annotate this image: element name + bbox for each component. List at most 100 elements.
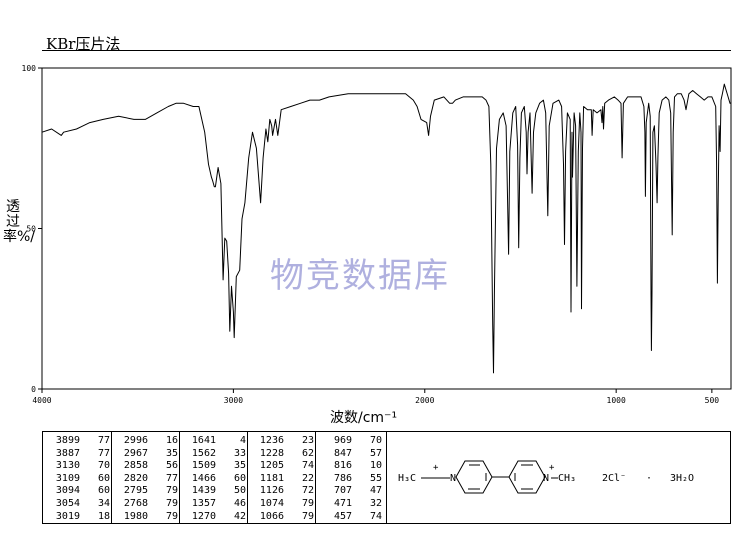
peak-row: 2795 79 — [114, 485, 178, 498]
peak-transmittance: 72 — [301, 485, 314, 497]
method-label: KBr压片法 — [46, 35, 121, 53]
peak-wavenumber: 3109 — [55, 472, 80, 484]
peak-row: 1466 60 — [182, 473, 246, 486]
peak-row: 816 10 — [318, 460, 382, 473]
x-tick-label-2000: 2000 — [415, 396, 434, 405]
peak-wavenumber: 3887 — [55, 447, 80, 459]
header-rule — [42, 50, 731, 51]
peak-wavenumber: 457 — [333, 510, 352, 522]
peak-transmittance: 35 — [233, 460, 246, 472]
peak-transmittance: 77 — [97, 447, 110, 459]
peak-transmittance: 79 — [165, 497, 178, 509]
peak-row: 1562 33 — [182, 448, 246, 461]
peak-column: 2996 16 2967 35 2858 56 2820 77 2795 79 2768 79 1980… — [114, 435, 178, 523]
peak-column: 1641 4 1562 33 1509 35 1466 60 1439 50 1357 46 1270 4… — [182, 435, 246, 523]
peak-wavenumber: 816 — [333, 460, 352, 472]
peak-row: 1074 79 — [250, 498, 314, 511]
peak-wavenumber: 1181 — [259, 472, 284, 484]
x-axis-label: 波数/cm⁻¹ — [330, 410, 398, 426]
peak-transmittance: 32 — [369, 497, 382, 509]
peak-row: 3109 60 — [46, 473, 110, 486]
peak-wavenumber: 1509 — [191, 460, 216, 472]
peak-wavenumber: 2768 — [123, 497, 148, 509]
peak-transmittance: 55 — [369, 472, 382, 484]
spectrum-line-0 — [41, 83, 731, 374]
peak-transmittance: 77 — [97, 435, 110, 446]
peak-row: 969 70 — [318, 435, 382, 448]
peak-transmittance: 16 — [165, 435, 178, 446]
y-tick-label-100: 100 — [22, 64, 37, 73]
column-divider — [315, 432, 316, 523]
peak-row: 1357 46 — [182, 498, 246, 511]
hydrate: 3H₂O — [670, 473, 694, 484]
x-tick-label-3000: 3000 — [224, 396, 243, 405]
column-divider — [179, 432, 180, 523]
peak-wavenumber: 1466 — [191, 472, 216, 484]
peak-wavenumber: 847 — [333, 447, 352, 459]
right-charge: + — [549, 463, 555, 473]
peak-transmittance: 47 — [369, 485, 382, 497]
peak-transmittance: 34 — [97, 497, 110, 509]
peak-row: 2820 77 — [114, 473, 178, 486]
peak-row: 1641 4 — [182, 435, 246, 448]
peak-row: 3054 34 — [46, 498, 110, 511]
hydrate-separator: · — [646, 473, 652, 484]
peak-row: 1205 74 — [250, 460, 314, 473]
peak-row: 707 47 — [318, 485, 382, 498]
peak-transmittance: 23 — [301, 435, 314, 446]
peak-row: 1181 22 — [250, 473, 314, 486]
peak-transmittance: 79 — [165, 485, 178, 497]
peak-row: 1509 35 — [182, 460, 246, 473]
peak-transmittance: 79 — [301, 510, 314, 522]
peak-wavenumber: 2996 — [123, 435, 148, 446]
peak-wavenumber: 1066 — [259, 510, 284, 522]
peak-wavenumber: 1641 — [191, 435, 216, 446]
peak-row: 847 57 — [318, 448, 382, 461]
peak-wavenumber: 2795 — [123, 485, 148, 497]
peak-transmittance: 77 — [165, 472, 178, 484]
peak-row: 3130 70 — [46, 460, 110, 473]
peak-wavenumber: 3094 — [55, 485, 80, 497]
peak-transmittance: 70 — [369, 435, 382, 446]
peak-transmittance: 46 — [233, 497, 246, 509]
peak-table: 3899 77 3887 77 3130 70 3109 60 3094 60 3054 34 3019… — [42, 431, 731, 524]
peak-transmittance: 35 — [165, 447, 178, 459]
y-tick-label-50: 50 — [26, 225, 36, 234]
peak-wavenumber: 1228 — [259, 447, 284, 459]
x-tick-label-1000: 1000 — [607, 396, 626, 405]
peak-transmittance: 60 — [97, 472, 110, 484]
peak-wavenumber: 1980 — [123, 510, 148, 522]
peak-row: 3887 77 — [46, 448, 110, 461]
peak-wavenumber: 3130 — [55, 460, 80, 472]
peak-wavenumber: 2820 — [123, 472, 148, 484]
peak-row: 457 74 — [318, 511, 382, 524]
peak-column: 1236 23 1228 62 1205 74 1181 22 1126 72 1074 79 1066… — [250, 435, 314, 523]
watermark: 物竞数据库 — [270, 256, 450, 296]
peak-row: 2768 79 — [114, 498, 178, 511]
peak-row: 3899 77 — [46, 435, 110, 448]
column-divider — [247, 432, 248, 523]
peak-wavenumber: 471 — [333, 497, 352, 509]
peak-transmittance: 50 — [233, 485, 246, 497]
x-tick-label-500: 500 — [705, 396, 720, 405]
peak-row: 3019 18 — [46, 511, 110, 524]
pyridinium-ring-left — [455, 460, 493, 494]
peak-transmittance: 79 — [165, 510, 178, 522]
peak-row: 3094 60 — [46, 485, 110, 498]
peak-wavenumber: 2967 — [123, 447, 148, 459]
peak-wavenumber: 1126 — [259, 485, 284, 497]
pyridinium-ring-right — [508, 460, 546, 494]
structure-diagram: H₃C N + N + CH₃ 2Cl⁻ · 3H₂O — [398, 460, 694, 494]
peak-row: 1126 72 — [250, 485, 314, 498]
peak-transmittance: 56 — [165, 460, 178, 472]
peak-row: 786 55 — [318, 473, 382, 486]
peak-row: 2967 35 — [114, 448, 178, 461]
peak-column: 969 70 847 57 816 10 786 55 707 47 471 32 457 74 — [318, 435, 382, 523]
peak-wavenumber: 1562 — [191, 447, 216, 459]
peak-wavenumber: 3899 — [55, 435, 80, 446]
peak-transmittance: 74 — [369, 510, 382, 522]
peak-wavenumber: 1270 — [191, 510, 216, 522]
left-nitrogen: N — [450, 473, 456, 484]
peak-column: 3899 77 3887 77 3130 70 3109 60 3094 60 3054 34 3019… — [46, 435, 110, 523]
peak-row: 471 32 — [318, 498, 382, 511]
